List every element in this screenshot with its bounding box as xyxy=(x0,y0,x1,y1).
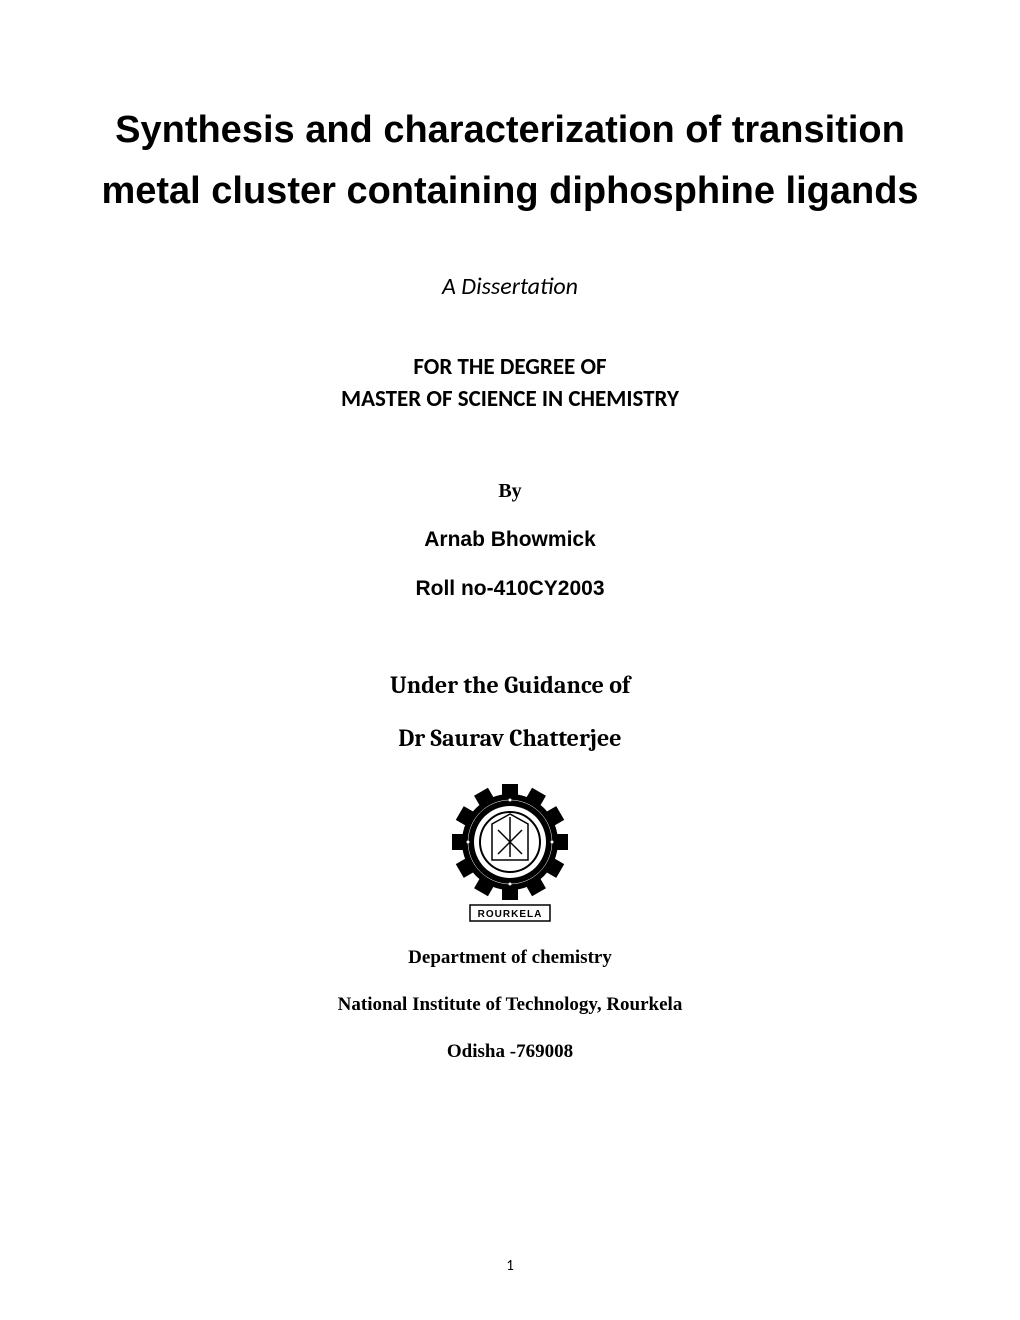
author-name: Arnab Bhowmick xyxy=(100,528,920,552)
department-name: Department of chemistry xyxy=(100,947,920,969)
degree-line-2: MASTER OF SCIENCE IN CHEMISTRY xyxy=(100,383,920,415)
institute-logo: ROURKELA xyxy=(445,777,575,927)
degree-line-1: FOR THE DEGREE OF xyxy=(100,351,920,383)
location: Odisha -769008 xyxy=(100,1041,920,1063)
page-container: Synthesis and characterization of transi… xyxy=(0,0,1020,1320)
guidance-label: Under the Guidance of xyxy=(100,671,920,699)
guide-name: Dr Saurav Chatterjee xyxy=(100,724,920,752)
roll-number: Roll no-410CY2003 xyxy=(100,577,920,601)
main-title: Synthesis and characterization of transi… xyxy=(100,100,920,222)
by-label: By xyxy=(100,480,920,503)
dissertation-label: A Dissertation xyxy=(100,272,920,301)
nit-rourkela-logo-icon: ROURKELA xyxy=(445,777,575,927)
page-number: 1 xyxy=(506,1257,514,1275)
institute-name: National Institute of Technology, Rourke… xyxy=(100,994,920,1016)
logo-rourkela-text: ROURKELA xyxy=(478,909,543,920)
